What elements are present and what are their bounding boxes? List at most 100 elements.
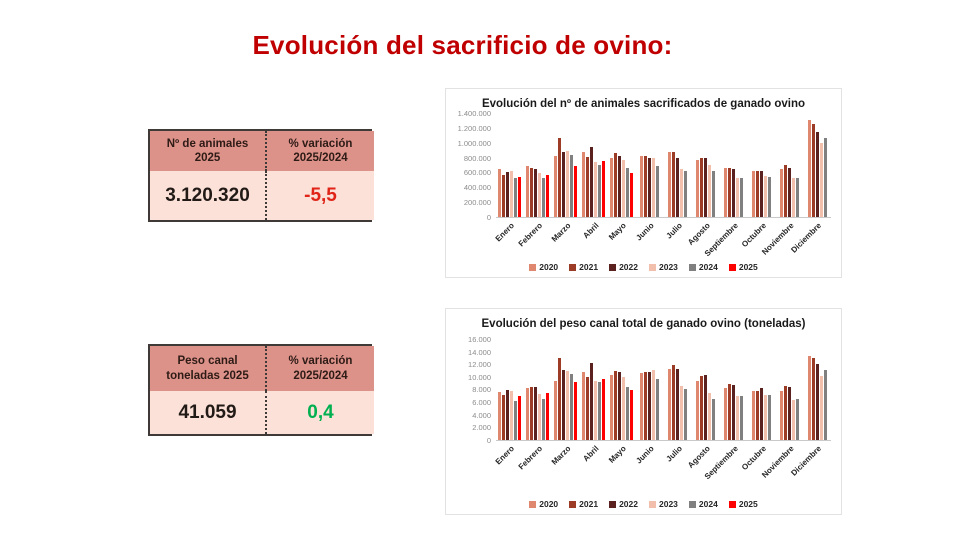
bar-2023-noviembre — [791, 177, 795, 217]
legend-swatch-2025 — [728, 500, 736, 508]
legend-item-2020: 2020 — [529, 262, 558, 272]
bar-2024-noviembre — [795, 177, 799, 217]
bar-2024-febrero — [542, 398, 546, 440]
x-axis-label: Julio — [664, 220, 684, 241]
weight-chart: Evolución del peso canal total de ganado… — [445, 308, 842, 515]
bar-2023-abril — [594, 380, 598, 440]
bar-2021-enero — [502, 174, 506, 217]
legend-label-2020: 2020 — [539, 262, 559, 272]
bar-group-septiembre — [719, 340, 747, 440]
y-tick-label: 0 — [486, 435, 491, 445]
x-axis-label: Junio — [634, 220, 656, 243]
bar-2022-mayo — [618, 371, 622, 440]
x-axis-label: Mayo — [607, 443, 629, 465]
bar-group-noviembre — [775, 114, 803, 217]
bar-2021-octubre — [755, 170, 759, 217]
bar-2022-octubre — [759, 170, 763, 217]
bar-2022-febrero — [534, 168, 538, 217]
legend-label-2024: 2024 — [698, 262, 718, 272]
legend-swatch-2021 — [569, 263, 577, 271]
bar-group-junio — [636, 340, 664, 440]
legend-swatch-2024 — [688, 500, 696, 508]
bar-2022-abril — [590, 147, 594, 217]
bar-2023-enero — [510, 170, 514, 217]
bar-2024-mayo — [626, 167, 630, 217]
weight-variation-value: 0,4 — [265, 391, 374, 434]
bar-2020-febrero — [526, 166, 530, 217]
bar-2021-julio — [671, 151, 675, 217]
legend: 2020 2021 2022 2023 2024 2025 — [446, 262, 841, 272]
weight-value: 41.059 — [150, 391, 265, 434]
bar-2021-junio — [644, 156, 648, 217]
x-cell: Marzo — [549, 218, 580, 260]
bar-2024-julio — [683, 170, 687, 217]
animals-header-cell: Nº de animales 2025 — [150, 131, 265, 171]
bar-2023-junio — [652, 369, 656, 440]
animals-chart-title: Evolución del nº de animales sacrificado… — [481, 98, 806, 110]
bar-2020-febrero — [526, 387, 530, 440]
bar-2020-mayo — [610, 157, 614, 217]
bar-2023-febrero — [538, 393, 542, 440]
legend-item-2025: 2025 — [728, 499, 758, 509]
bar-2022-enero — [506, 172, 510, 217]
x-cell: Febrero — [517, 218, 552, 260]
bar-2024-mayo — [626, 386, 630, 440]
bar-2024-agosto — [711, 170, 715, 217]
x-axis-label: Enero — [493, 220, 517, 244]
bar-2020-septiembre — [723, 387, 727, 440]
legend-swatch-2025 — [728, 263, 736, 271]
y-tick-label: 12.000 — [468, 360, 491, 370]
bar-2024-junio — [656, 166, 660, 217]
bar-2025-abril — [602, 379, 606, 440]
bar-group-enero — [496, 340, 524, 440]
animals-value: 3.120.320 — [150, 171, 265, 220]
bar-2020-noviembre — [779, 391, 783, 440]
x-cell: Febrero — [517, 441, 552, 489]
y-tick-label: 10.000 — [468, 372, 491, 382]
legend-swatch-2023 — [649, 500, 656, 508]
legend-item-2021: 2021 — [569, 499, 598, 509]
bar-2023-septiembre — [735, 395, 739, 440]
bar-2020-enero — [498, 391, 502, 440]
bar-2021-febrero — [530, 167, 534, 217]
y-tick-label: 8.000 — [472, 385, 491, 395]
legend-item-2020: 2020 — [529, 499, 558, 509]
bar-2025-enero — [518, 176, 522, 217]
bar-2021-marzo — [558, 357, 562, 440]
bar-2024-septiembre — [739, 395, 743, 440]
weight-chart-plot-area: 0 2.000 4.000 6.000 8.000 10.000 12.000 14.000 1… — [446, 335, 841, 489]
weight-header-cell: Peso canal toneladas 2025 — [150, 346, 265, 391]
legend-swatch-2020 — [529, 263, 537, 271]
legend-item-2023: 2023 — [649, 499, 678, 509]
bar-2020-octubre — [751, 171, 755, 217]
bar-2023-agosto — [707, 164, 711, 217]
bar-2022-diciembre — [815, 364, 819, 440]
y-tick-label: 1.000.000 — [457, 138, 491, 148]
bar-group-mayo — [608, 114, 636, 217]
bar-2022-mayo — [618, 156, 622, 217]
y-tick-label: 14.000 — [468, 347, 491, 357]
bar-2024-diciembre — [823, 137, 827, 217]
bar-2020-agosto — [695, 380, 699, 440]
bar-2023-marzo — [566, 370, 570, 440]
bar-2021-octubre — [755, 391, 759, 440]
bar-2023-mayo — [622, 377, 626, 440]
bar-2023-diciembre — [819, 143, 823, 217]
bar-2021-enero — [502, 394, 506, 440]
legend-item-2024: 2024 — [688, 499, 718, 509]
bar-2024-octubre — [767, 395, 771, 440]
bar-2021-agosto — [699, 376, 703, 440]
bar-group-diciembre — [803, 340, 831, 440]
x-axis-labels: Enero Febrero Marzo Abril Mayo Junio Julio Agos… — [493, 218, 831, 260]
bar-group-noviembre — [775, 340, 803, 440]
bar-2021-julio — [671, 365, 675, 440]
bar-2022-septiembre — [731, 385, 735, 440]
bar-2020-junio — [640, 155, 644, 217]
x-cell: Marzo — [549, 441, 580, 489]
x-cell: Diciembre — [790, 218, 831, 260]
x-cell: Junio — [634, 441, 664, 489]
legend-label-2021: 2021 — [579, 262, 599, 272]
bar-2020-septiembre — [723, 167, 727, 217]
legend-item-2022: 2022 — [609, 262, 638, 272]
bar-2020-mayo — [610, 374, 614, 440]
